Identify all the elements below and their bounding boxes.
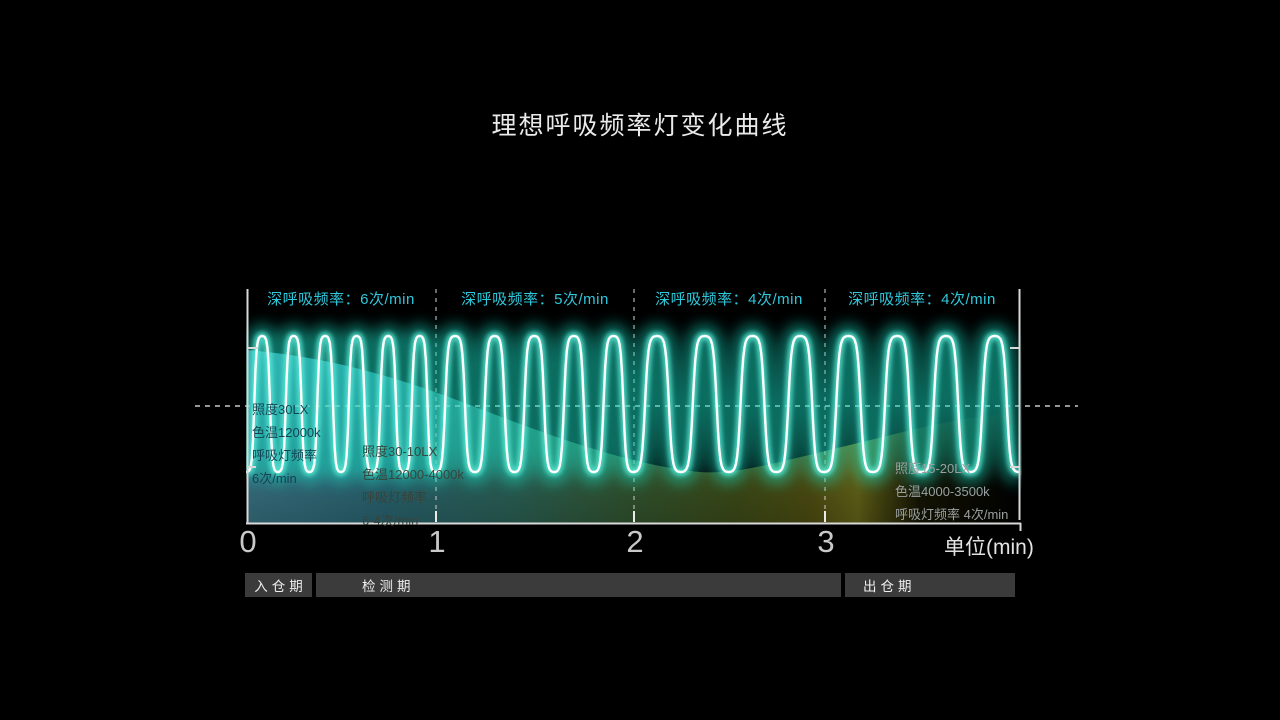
annotation-exit-light: 照度15-20LX 色温4000-3500k 呼吸灯频率 4次/min — [895, 457, 1008, 526]
annotation-line: 色温12000-4000k — [362, 467, 464, 482]
annotation-line: 色温12000k — [252, 425, 321, 440]
annotation-transition-light: 照度30-10LX 色温12000-4000k 呼吸灯频率 6-4次/min — [362, 440, 464, 532]
x-tick-1: 1 — [428, 524, 446, 559]
annotation-line: 6-4次/min — [362, 513, 419, 528]
phase-label: 入仓期 — [254, 579, 307, 594]
section-label-4: 深呼吸频率：4次/min — [848, 291, 996, 308]
breathing-waveform — [246, 323, 1022, 485]
annotation-line: 呼吸灯频率 — [252, 448, 318, 463]
section-label-1: 深呼吸频率：6次/min — [267, 291, 415, 308]
annotation-line: 照度30-10LX — [362, 444, 438, 459]
x-tick-0: 0 — [239, 524, 257, 559]
x-tick-3: 3 — [817, 524, 835, 559]
chart-frame — [246, 289, 1022, 531]
annotation-line: 照度15-20LX — [895, 461, 971, 476]
annotation-line: 色温4000-3500k — [895, 484, 990, 499]
annotation-line: 呼吸灯频率 — [362, 490, 428, 505]
section-label-3: 深呼吸频率：4次/min — [655, 291, 803, 308]
phase-bar-detection: 检测期 — [316, 573, 841, 597]
x-tick-2: 2 — [626, 524, 644, 559]
annotation-entry-light: 照度30LX 色温12000k 呼吸灯频率 6次/min — [252, 398, 321, 490]
phase-bar-entry: 入仓期 — [245, 573, 312, 597]
annotation-line: 6次/min — [252, 471, 297, 486]
annotation-line: 呼吸灯频率 4次/min — [895, 507, 1009, 522]
annotation-line: 照度30LX — [252, 402, 309, 417]
x-axis-unit-label: 单位(min) — [944, 536, 1034, 559]
phase-label: 检测期 — [362, 579, 415, 594]
phase-label: 出仓期 — [863, 579, 916, 594]
page-title: 理想呼吸频率灯变化曲线 — [491, 112, 789, 140]
phase-bar-exit: 出仓期 — [845, 573, 1015, 597]
section-label-2: 深呼吸频率：5次/min — [461, 291, 609, 308]
